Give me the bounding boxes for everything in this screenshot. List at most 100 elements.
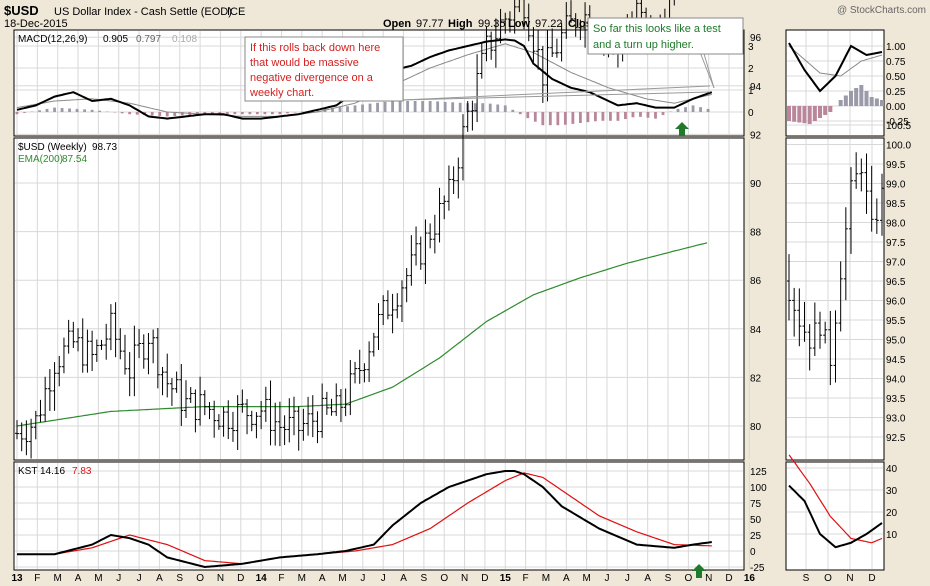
side-price-bar: [874, 198, 879, 234]
x-tick-label: 13: [11, 573, 23, 584]
x-tick-label: J: [116, 573, 121, 584]
macd-hist-bar: [421, 101, 425, 112]
x-tick-label: F: [278, 573, 284, 584]
x-tick-label: D: [725, 573, 732, 584]
low-value: 97.22: [535, 18, 563, 30]
side-kst-panel: [785, 461, 885, 571]
price-bar: [29, 418, 34, 459]
x-tick-label: S: [176, 573, 183, 584]
x-tick-label: J: [604, 573, 609, 584]
price-bar: [437, 187, 442, 243]
macd-hist-bar: [331, 108, 334, 112]
side-macd-y-tick: 1.00: [886, 42, 906, 53]
side-price-y-tick: 99.0: [886, 180, 906, 191]
price-y-tick: 94: [750, 82, 762, 93]
side-macd-hist-bar: [854, 88, 859, 106]
side-price-panel: [785, 137, 885, 461]
side-macd-y-tick: 0.75: [886, 57, 906, 68]
price-bar: [291, 396, 296, 436]
price-bar: [212, 400, 217, 438]
macd-hist-bar: [233, 112, 237, 115]
side-macd-hist-bar: [874, 98, 879, 106]
kst-y-tick: -25: [750, 563, 765, 574]
price-bar: [315, 411, 320, 444]
macd-hist-bar: [15, 112, 19, 115]
side-macd-hist-bar: [797, 106, 802, 123]
price-bar: [57, 355, 62, 387]
macd-legend-signal: 0.797: [136, 34, 161, 45]
price-bar: [47, 369, 52, 412]
kst-y-tick: 75: [750, 499, 762, 510]
side-price-y-tick: 94.0: [886, 375, 906, 386]
price-bar: [165, 353, 170, 398]
macd-hist-bar: [165, 112, 169, 117]
macd-hist-bar: [609, 112, 612, 121]
price-bar: [188, 386, 193, 403]
price-bar: [38, 399, 43, 423]
high-label: High: [448, 18, 473, 30]
x-tick-label: M: [298, 573, 306, 584]
side-price-y-tick: 96.0: [886, 297, 906, 308]
price-bar: [418, 236, 423, 270]
price-bar: [132, 325, 137, 397]
price-bar: [310, 395, 315, 438]
side-macd-hist-bar: [869, 97, 874, 106]
macd-hist-bar: [398, 101, 402, 112]
price-bar: [338, 389, 343, 423]
x-tick-label: J: [625, 573, 630, 584]
price-bar: [348, 360, 353, 416]
price-bar: [329, 398, 334, 416]
price-bar: [428, 223, 433, 249]
axis-ticks: 13 F M A M J J A S O N D 14 F M A M J J A S O N D 15 F M A M J J A S O N D 1…: [11, 33, 911, 584]
side-price-bar: [854, 152, 859, 189]
side-macd-y-tick: 0.25: [886, 87, 906, 98]
macd-hist-bar: [511, 109, 515, 112]
side-price-bar: [807, 324, 812, 371]
macd-hist-bar: [391, 101, 394, 112]
x-tick-label: D: [237, 573, 244, 584]
price-y-tick: 92: [750, 130, 762, 141]
macd-hist-bar: [270, 112, 274, 115]
price-bar: [85, 329, 90, 373]
green-note-box: [587, 17, 744, 55]
side-macd-hist-bar: [843, 95, 848, 106]
price-bar: [169, 377, 174, 406]
price-bar: [216, 414, 221, 430]
macd-histogram: [15, 85, 884, 126]
side-price-y-tick: 98.5: [886, 199, 906, 210]
price-bar: [287, 398, 292, 443]
ema-legend-label: EMA(200): [18, 154, 63, 165]
price-bar: [568, 0, 573, 23]
macd-hist-bar: [338, 107, 342, 112]
macd-hist-bar: [361, 104, 364, 112]
x-tick-label: A: [75, 573, 82, 584]
price-bar: [24, 420, 29, 456]
up-arrow-macd-icon: [675, 122, 689, 136]
side-kst-y-tick: 40: [886, 464, 898, 475]
macd-hist-bar: [23, 112, 26, 113]
price-bar: [108, 304, 113, 351]
macd-legend-hist: 0.108: [172, 34, 197, 45]
price-bars: [15, 0, 884, 459]
side-price-y-tick: 100.0: [886, 141, 911, 152]
macd-hist-bar: [624, 112, 627, 120]
side-price-y-tick: 94.5: [886, 355, 906, 366]
price-bar: [33, 410, 38, 440]
kst-y-tick: 125: [750, 467, 767, 478]
kst-signal-line: [17, 472, 712, 565]
kst-panel: [13, 461, 745, 571]
price-y-tick: 88: [750, 228, 762, 239]
price-bar: [446, 165, 451, 211]
macd-y-tick: 3: [748, 42, 754, 53]
side-kst-y-tick: 30: [886, 486, 898, 497]
side-macd-hist-bar: [880, 100, 884, 106]
price-bar: [15, 420, 19, 440]
macd-y-tick: 2: [748, 64, 754, 75]
price-panel: [13, 137, 745, 461]
x-tick-label: M: [54, 573, 62, 584]
x-tick-label: 14: [256, 573, 268, 584]
price-bar: [465, 101, 470, 132]
side-macd-hist-bar: [828, 106, 833, 112]
side-macd-line: [788, 42, 883, 93]
watermark: @ StockCharts.com: [837, 5, 926, 16]
